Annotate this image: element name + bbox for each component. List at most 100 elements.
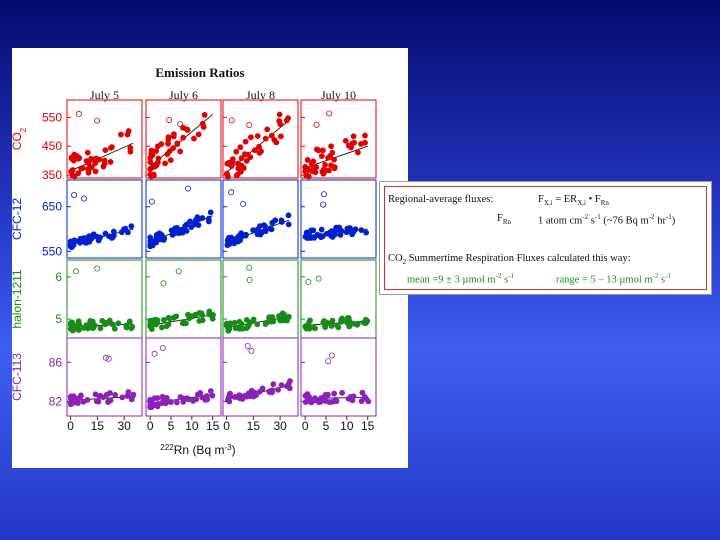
data-point [68,168,74,175]
data-point [68,154,75,161]
data-point [204,396,211,403]
data-point [148,172,155,179]
data-point [167,157,174,164]
data-point [99,317,106,324]
data-point [241,151,248,158]
data-point [339,389,345,396]
data-point [93,398,100,405]
panel-frame [145,179,222,259]
data-point [171,131,177,138]
data-point [124,131,131,138]
panel-frame [66,179,143,259]
data-point [258,148,264,155]
data-point [180,134,187,141]
y-axis-label: CO2 [12,127,28,150]
data-point [236,318,243,325]
data-point [262,228,269,235]
data-point [164,151,171,158]
data-point [269,219,276,226]
data-point [148,326,155,333]
data-point [276,111,283,118]
data-point [329,317,336,324]
data-point [363,229,370,236]
outlier-point [159,344,166,351]
data-point [232,325,239,332]
data-point [313,164,320,171]
data-point [128,325,135,332]
x-tick-label: 10 [340,419,354,433]
flux-formula: FX,i = ERX,i • FRn [538,194,609,208]
data-point [96,393,103,400]
data-point [199,394,206,401]
x-tick-label: 15 [206,419,220,433]
data-point [105,398,112,405]
data-point [118,131,124,138]
data-point [270,381,277,388]
data-point [244,393,250,400]
data-point [92,160,98,167]
data-point [302,168,309,175]
data-point [154,395,161,401]
data-point [318,153,325,159]
data-point [182,223,189,229]
data-point [207,209,214,216]
data-point [90,325,96,332]
outlier-point [305,278,312,285]
y-axis-label: halon-1211 [12,269,24,328]
data-point [235,165,242,172]
outlier-point [315,275,322,282]
data-point [94,233,100,240]
data-point [313,146,320,153]
data-point [227,320,234,327]
data-point [303,229,310,236]
data-point [286,313,292,320]
data-point [344,315,351,321]
data-point [338,228,345,234]
data-point [242,138,249,145]
outlier-point [151,350,158,357]
data-point [243,316,250,323]
radon-flux-symbol: FRn [497,213,512,227]
data-point [362,132,368,139]
data-point [160,316,167,323]
x-tick-label: 0 [302,419,309,433]
outlier-point [160,280,167,287]
data-point [339,315,345,322]
data-point [335,324,342,331]
y-tick-label: 650 [42,200,62,214]
data-point [165,314,172,321]
data-point [354,320,361,327]
data-point [332,397,339,403]
data-point [85,160,92,167]
data-point [361,394,368,400]
data-point [264,126,271,133]
data-point [233,148,240,155]
data-point [147,159,154,166]
data-point [278,133,284,140]
data-point [195,216,201,223]
outlier-point [228,189,235,196]
y-tick-label: 350 [42,168,62,182]
data-point [84,149,91,156]
data-point [177,148,184,155]
data-point [75,318,82,325]
data-point [302,399,309,405]
outlier-point [248,347,255,354]
data-point [102,147,109,154]
data-point [285,221,292,228]
outlier-point [72,268,79,275]
data-point [268,318,274,325]
data-point [262,135,269,142]
panel-frame [300,99,377,179]
data-point [328,323,335,329]
outlier-point [246,277,253,284]
data-point [329,149,336,156]
data-point [71,237,78,244]
panel-frame [222,99,299,179]
data-point [201,111,208,118]
data-point [243,325,250,332]
data-point [92,168,99,175]
data-point [96,156,103,163]
data-point [148,403,154,410]
